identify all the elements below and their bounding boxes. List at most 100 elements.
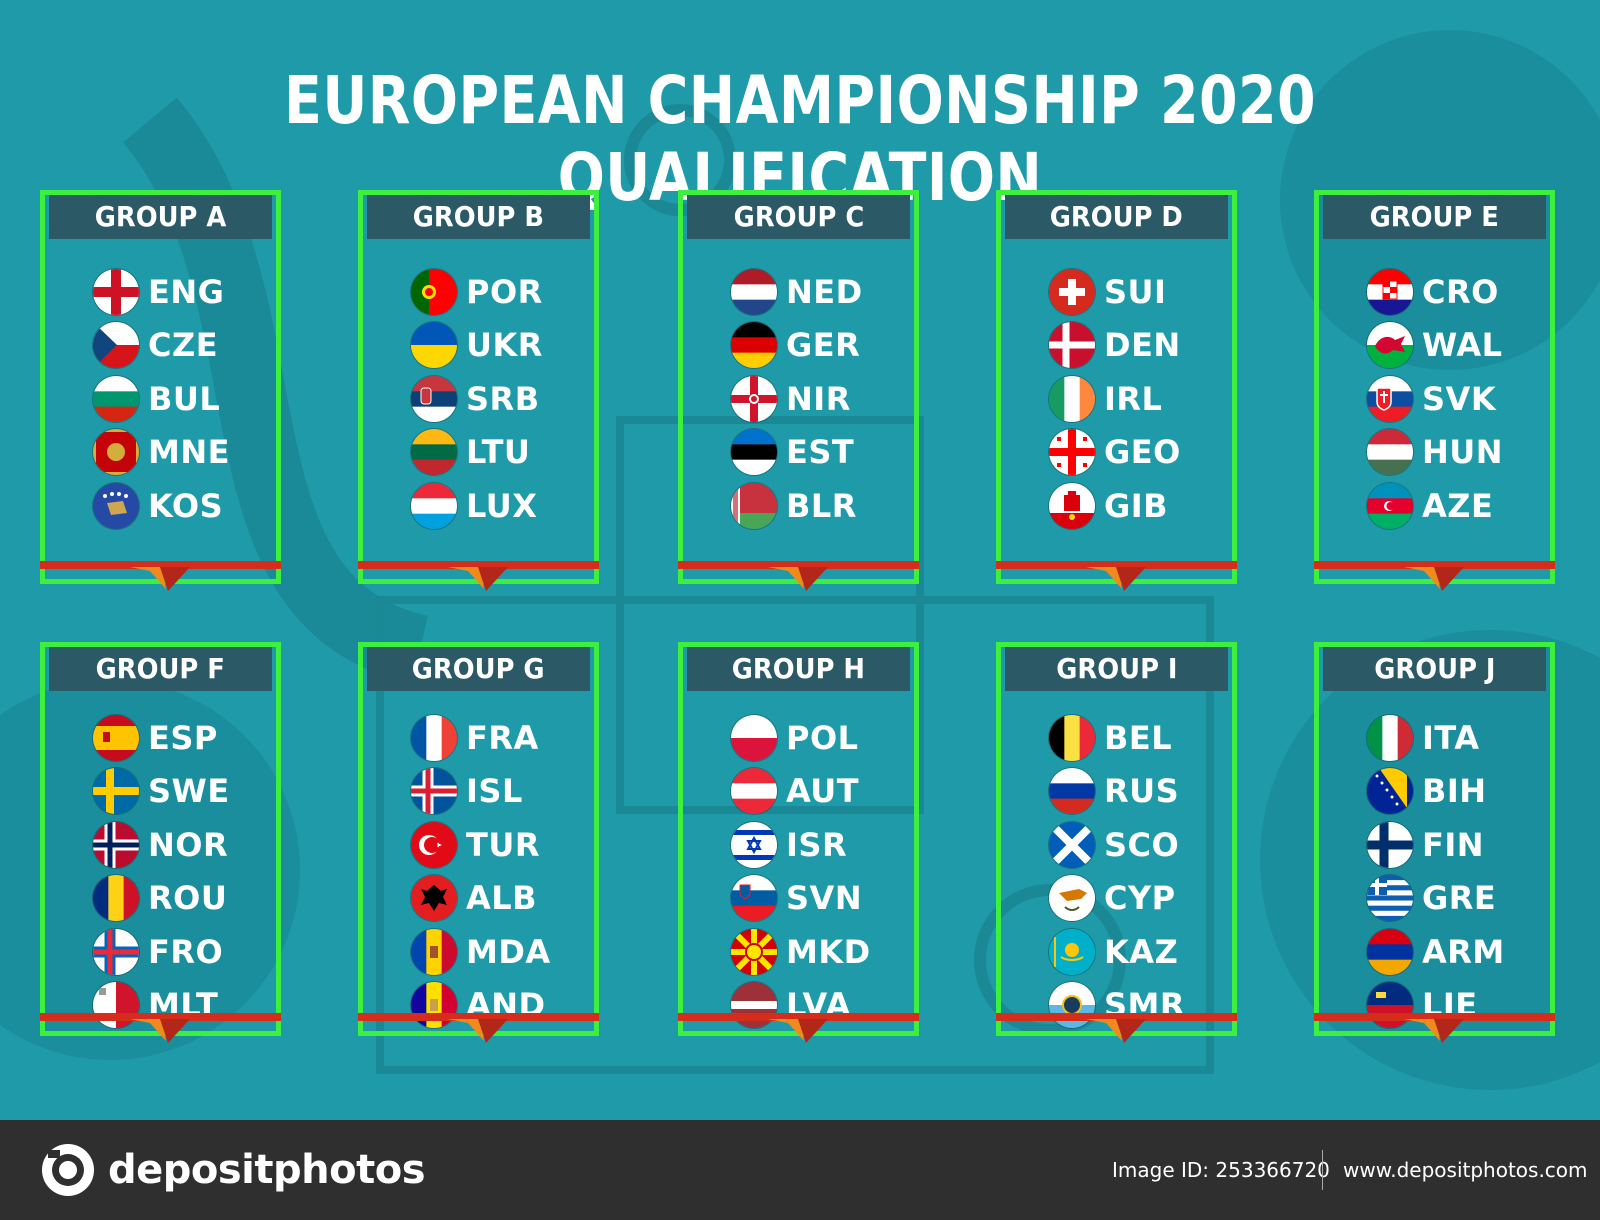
team-list: CRO WAL SVK HUN AZE [1319,239,1550,533]
team-item: ROU [45,872,276,926]
switzerland-flag-icon [1049,268,1095,315]
team-item: HUN [1319,426,1550,480]
team-code: DEN [1104,326,1181,365]
team-item: DEN [1001,319,1232,373]
group-name: GROUP H [731,652,866,685]
team-item: SWE [45,765,276,819]
team-item: FRA [363,711,594,765]
team-item: IRL [1001,372,1232,426]
team-code: MNE [148,433,230,472]
denmark-flag-icon [1049,322,1095,369]
group-ribbon [1314,1013,1555,1043]
team-code: CYP [1104,879,1176,918]
team-item: SCO [1001,818,1232,872]
slovakia-flag-icon [1367,375,1413,422]
team-code: KOS [148,486,224,525]
group-card: GROUP F ESP SWE NOR ROU FRO MLT [40,642,281,1043]
group-card: GROUP I BEL RUS SCO CYP KAZ SMR [996,642,1237,1043]
team-item: AUT [683,765,914,819]
ireland-flag-icon [1049,375,1095,422]
team-list: SUI DEN IRL GEO GIB [1001,239,1232,533]
footer-divider [1322,1150,1323,1190]
team-code: ROU [148,879,228,918]
austria-flag-icon [731,768,777,815]
team-item: UKR [363,319,594,373]
group-header: GROUP B [367,195,590,239]
footer-bar: depositphotos Image ID: 253366720 www.de… [0,1120,1600,1220]
team-item: LUX [363,479,594,533]
team-code: LUX [466,486,538,525]
team-item: KOS [45,479,276,533]
team-code: HUN [1422,433,1504,472]
team-code: SVK [1422,379,1497,418]
group-card: GROUP H POL AUT ISR SVN MKD LVA [678,642,919,1043]
moldova-flag-icon [411,928,457,975]
logo-text: depositphotos [108,1147,426,1193]
team-list: ITA BIH FIN GRE ARM LIE [1319,691,1550,1032]
team-item: FIN [1319,818,1550,872]
team-item: CZE [45,319,276,373]
depositphotos-logo[interactable]: depositphotos [40,1142,426,1198]
romania-flag-icon [93,875,139,922]
team-item: BIH [1319,765,1550,819]
group-ribbon [358,1013,599,1043]
luxembourg-flag-icon [411,482,457,529]
group-ribbon [358,561,599,591]
group-card: GROUP G FRA ISL TUR ALB MDA AND [358,642,599,1043]
team-code: UKR [466,326,543,365]
group-card: GROUP J ITA BIH FIN GRE ARM LIE [1314,642,1555,1043]
team-code: NOR [148,825,229,864]
team-list: BEL RUS SCO CYP KAZ SMR [1001,691,1232,1032]
group-name: GROUP F [95,652,226,685]
group-header: GROUP H [687,647,910,691]
team-item: GER [683,319,914,373]
albania-flag-icon [411,875,457,922]
group-card: GROUP C NED GER NIR EST BLR [678,190,919,591]
team-code: SRB [466,379,540,418]
team-item: SVK [1319,372,1550,426]
wales-flag-icon [1367,322,1413,369]
georgia-flag-icon [1049,429,1095,476]
team-item: POR [363,265,594,319]
team-code: ARM [1422,932,1505,971]
team-code: AUT [786,772,860,811]
belgium-flag-icon [1049,714,1095,761]
team-list: POR UKR SRB LTU LUX [363,239,594,533]
scotland-flag-icon [1049,821,1095,868]
faroe-islands-flag-icon [93,928,139,975]
hungary-flag-icon [1367,429,1413,476]
team-code: GEO [1104,433,1181,472]
germany-flag-icon [731,322,777,369]
team-code: BIH [1422,772,1487,811]
group-name: GROUP B [412,200,545,233]
team-code: IRL [1104,379,1163,418]
team-code: AZE [1422,486,1494,525]
team-code: BLR [786,486,857,525]
team-code: SCO [1104,825,1180,864]
poster: EUROPEAN CHAMPIONSHIP 2020 QUALIFICATION… [0,0,1600,1120]
serbia-flag-icon [411,375,457,422]
team-code: ALB [466,879,538,918]
montenegro-flag-icon [93,429,139,476]
group-header: GROUP F [49,647,272,691]
group-name: GROUP G [412,652,545,685]
team-code: ISL [466,772,523,811]
team-code: ESP [148,718,218,757]
group-header: GROUP D [1005,195,1228,239]
kazakhstan-flag-icon [1049,928,1095,975]
team-item: ENG [45,265,276,319]
team-code: EST [786,433,855,472]
group-card: GROUP E CRO WAL SVK HUN AZE [1314,190,1555,591]
team-item: MNE [45,426,276,480]
netherlands-flag-icon [731,268,777,315]
team-item: BUL [45,372,276,426]
team-item: SUI [1001,265,1232,319]
team-item: GRE [1319,872,1550,926]
site-url[interactable]: www.depositphotos.com [1343,1158,1588,1182]
group-card: GROUP D SUI DEN IRL GEO GIB [996,190,1237,591]
team-item: ITA [1319,711,1550,765]
israel-flag-icon [731,821,777,868]
group-name: GROUP E [1369,200,1500,233]
team-code: LTU [466,433,531,472]
team-item: CRO [1319,265,1550,319]
